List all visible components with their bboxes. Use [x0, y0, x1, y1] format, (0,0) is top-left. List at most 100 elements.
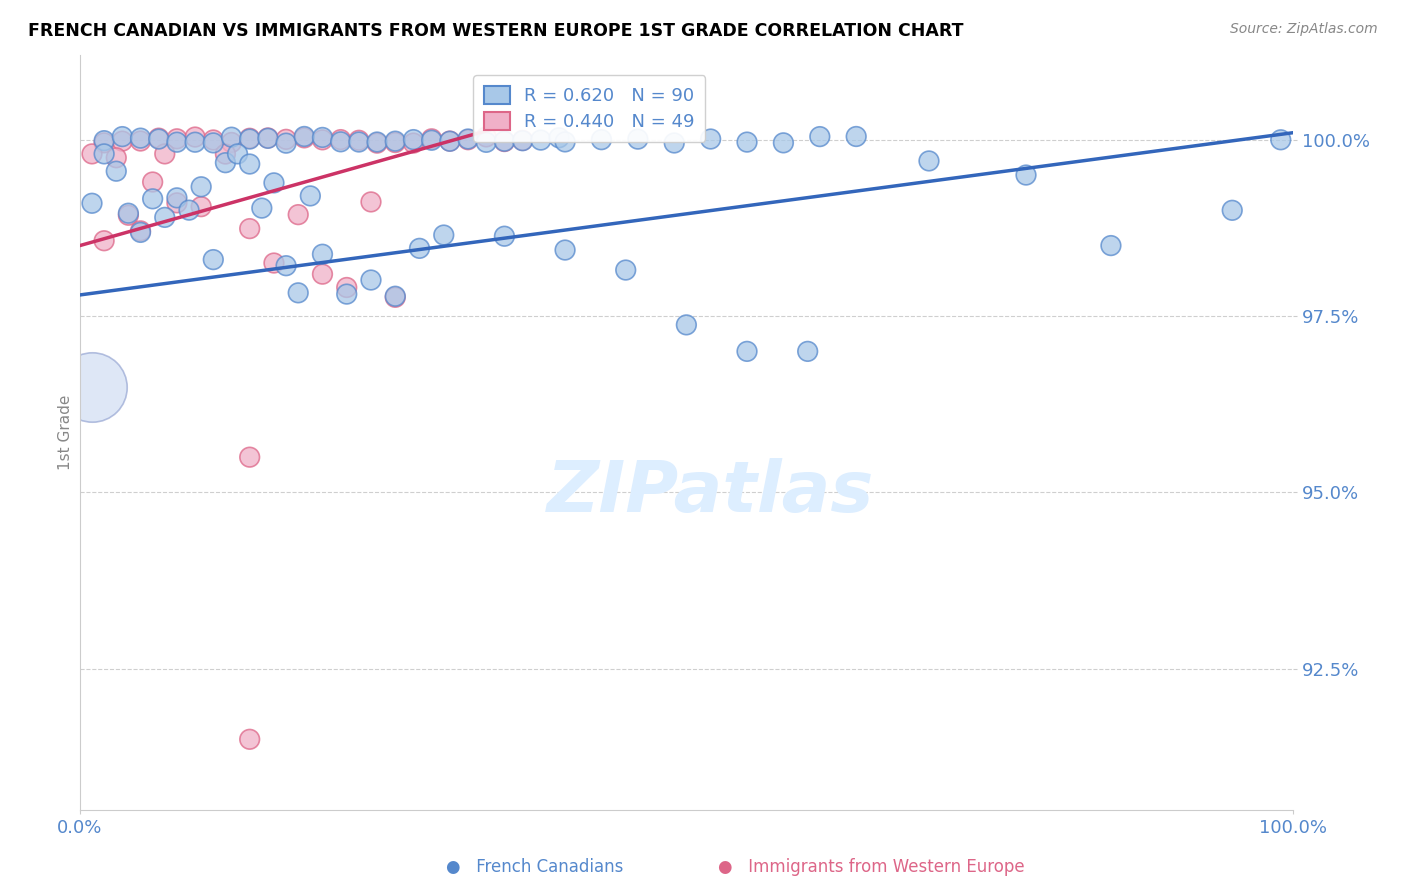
Point	[214, 147, 236, 161]
Point	[153, 211, 176, 225]
Point	[918, 153, 941, 168]
Point	[1099, 238, 1122, 252]
Point	[347, 133, 370, 147]
Point	[274, 259, 297, 273]
Point	[548, 130, 571, 145]
Point	[475, 136, 498, 150]
Point	[329, 135, 352, 149]
Point	[93, 134, 115, 148]
Point	[439, 134, 461, 148]
Point	[554, 243, 576, 257]
Point	[664, 136, 686, 150]
Point	[329, 133, 352, 147]
Point	[494, 134, 516, 148]
Point	[80, 379, 103, 393]
Point	[257, 131, 280, 145]
Point	[214, 155, 236, 169]
Point	[420, 132, 443, 146]
Point	[250, 201, 273, 215]
Point	[311, 130, 333, 145]
Point	[1220, 203, 1243, 218]
Point	[292, 129, 315, 144]
Point	[93, 147, 115, 161]
Point	[111, 129, 134, 144]
Point	[675, 318, 697, 332]
Point	[166, 195, 188, 210]
Point	[384, 290, 406, 304]
Point	[190, 179, 212, 194]
Point	[627, 132, 650, 146]
Text: FRENCH CANADIAN VS IMMIGRANTS FROM WESTERN EUROPE 1ST GRADE CORRELATION CHART: FRENCH CANADIAN VS IMMIGRANTS FROM WESTE…	[28, 22, 963, 40]
Point	[699, 132, 721, 146]
Point	[287, 285, 309, 300]
Point	[384, 134, 406, 148]
Point	[360, 273, 382, 287]
Point	[148, 132, 170, 146]
Point	[129, 224, 152, 238]
Point	[190, 200, 212, 214]
Point	[129, 134, 152, 148]
Point	[80, 147, 103, 161]
Point	[402, 133, 425, 147]
Point	[735, 344, 758, 359]
Point	[239, 732, 262, 747]
Point	[111, 134, 134, 148]
Text: Source: ZipAtlas.com: Source: ZipAtlas.com	[1230, 22, 1378, 37]
Point	[226, 147, 249, 161]
Point	[166, 191, 188, 205]
Point	[384, 136, 406, 150]
Point	[554, 135, 576, 149]
Point	[129, 131, 152, 145]
Point	[117, 206, 139, 220]
Point	[420, 133, 443, 147]
Point	[845, 129, 868, 144]
Point	[239, 132, 262, 146]
Point	[299, 189, 322, 203]
Point	[129, 226, 152, 240]
Point	[408, 241, 430, 255]
Point	[772, 136, 794, 150]
Point	[311, 247, 333, 261]
Y-axis label: 1st Grade: 1st Grade	[58, 395, 73, 470]
Point	[796, 344, 818, 359]
Point	[239, 131, 262, 145]
Point	[202, 136, 225, 150]
Point	[239, 221, 262, 235]
Point	[494, 229, 516, 244]
Point	[530, 133, 553, 147]
Point	[239, 450, 262, 465]
Point	[384, 289, 406, 303]
Text: ●   Immigrants from Western Europe: ● Immigrants from Western Europe	[718, 858, 1025, 876]
Point	[105, 151, 128, 165]
Point	[148, 131, 170, 145]
Point	[239, 157, 262, 171]
Point	[93, 136, 115, 150]
Point	[512, 133, 534, 147]
Point	[402, 136, 425, 150]
Point	[257, 131, 280, 145]
Text: ZIPatlas: ZIPatlas	[547, 458, 875, 527]
Point	[221, 136, 243, 150]
Point	[1015, 168, 1038, 182]
Point	[184, 135, 207, 149]
Point	[1270, 133, 1292, 147]
Point	[336, 280, 359, 294]
Point	[153, 147, 176, 161]
Point	[439, 134, 461, 148]
Point	[221, 130, 243, 145]
Point	[808, 129, 831, 144]
Point	[105, 164, 128, 178]
Point	[263, 256, 285, 270]
Point	[433, 228, 456, 243]
Point	[202, 252, 225, 267]
Point	[347, 135, 370, 149]
Point	[80, 196, 103, 211]
Point	[274, 132, 297, 146]
Text: ●   French Canadians: ● French Canadians	[446, 858, 623, 876]
Legend: R = 0.620   N = 90, R = 0.440   N = 49: R = 0.620 N = 90, R = 0.440 N = 49	[474, 76, 706, 142]
Point	[366, 135, 388, 149]
Point	[274, 136, 297, 150]
Point	[311, 133, 333, 147]
Point	[457, 133, 479, 147]
Point	[177, 203, 200, 218]
